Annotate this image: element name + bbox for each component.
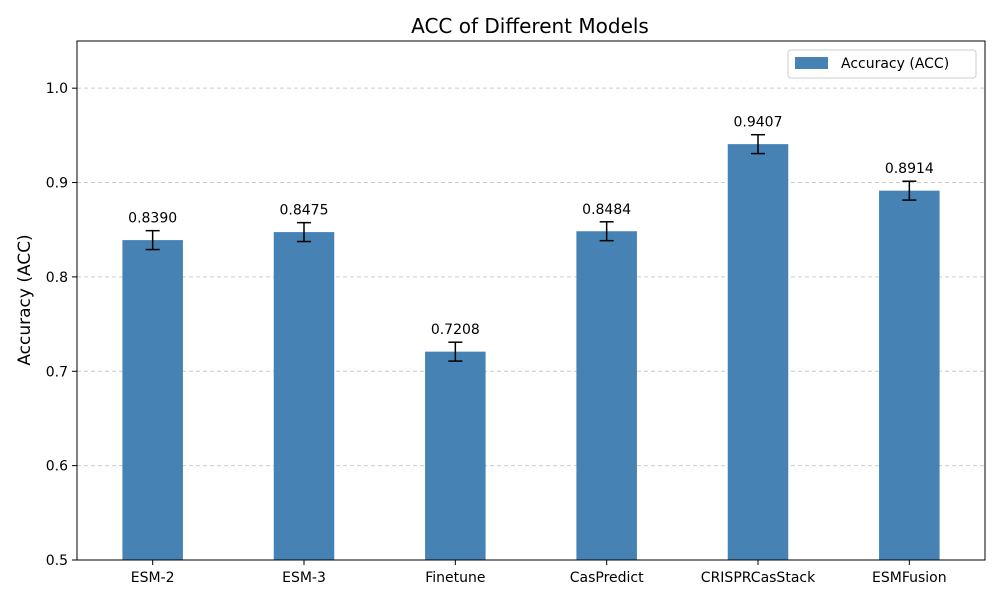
legend-label: Accuracy (ACC) — [841, 56, 949, 72]
bar — [576, 231, 637, 560]
bar-value-label: 0.9407 — [734, 115, 783, 131]
bar-value-label: 0.8484 — [582, 202, 631, 218]
x-tick-label: CasPredict — [570, 570, 644, 586]
value-labels: 0.8390 0.8475 0.7208 0.8484 0.9407 0.8914 — [128, 115, 934, 339]
y-axis-label: Accuracy (ACC) — [15, 234, 35, 365]
x-tick-label: ESM-2 — [131, 570, 175, 586]
legend-box — [787, 49, 977, 79]
legend: Accuracy (ACC) — [787, 49, 977, 79]
x-tick-label: Finetune — [425, 570, 485, 586]
plot-frame — [76, 40, 986, 561]
x-tick-label: ESM-3 — [282, 570, 326, 586]
bar — [727, 144, 789, 560]
bar-value-label: 0.7208 — [431, 322, 480, 338]
y-tick-label: 0.7 — [46, 364, 68, 380]
x-axis-ticks: ESM-2 ESM-3 Finetune CasPredict CRISPRCasSta… — [131, 560, 947, 586]
chart-title: ACC of Different Models — [411, 14, 649, 38]
y-axis-ticks: 0.5 0.6 0.7 0.8 0.9 1.0 — [46, 81, 77, 569]
bar — [879, 190, 940, 561]
error-bars — [145, 133, 917, 362]
x-tick-label: ESMFusion — [872, 570, 947, 586]
y-tick-label: 0.8 — [46, 270, 68, 286]
bar-value-label: 0.8914 — [885, 161, 934, 177]
y-tick-label: 0.9 — [46, 176, 68, 192]
bar — [425, 351, 486, 560]
bar-value-label: 0.8475 — [280, 203, 329, 219]
legend-swatch — [795, 57, 828, 69]
bar — [122, 240, 183, 560]
bar-value-label: 0.8390 — [128, 211, 177, 227]
x-tick-label: CRISPRCasStack — [701, 570, 816, 586]
bars — [122, 144, 940, 561]
bar — [273, 232, 335, 560]
y-tick-label: 1.0 — [46, 81, 68, 97]
grid-lines — [77, 87, 985, 467]
y-tick-label: 0.5 — [46, 553, 68, 569]
y-tick-label: 0.6 — [46, 459, 68, 475]
